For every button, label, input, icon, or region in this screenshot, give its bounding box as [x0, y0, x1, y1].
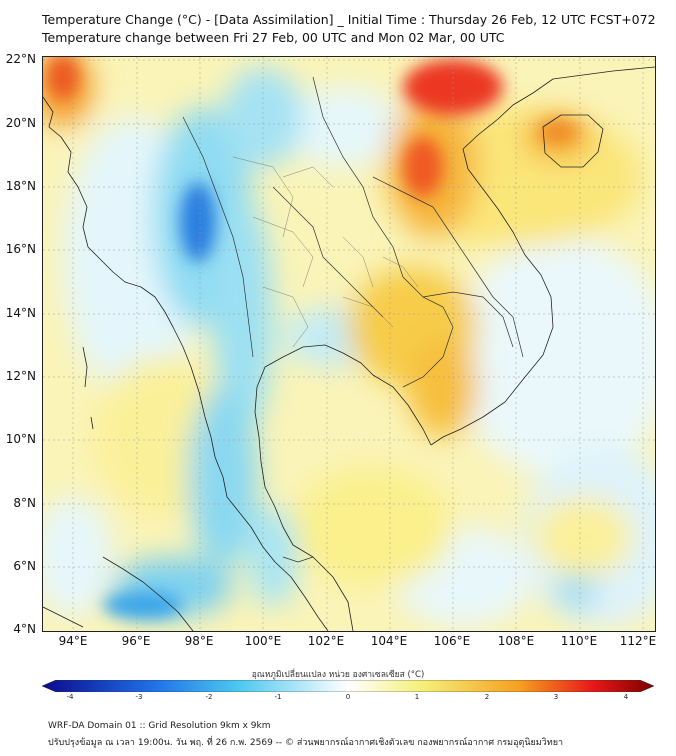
lat-label: 6°N	[13, 559, 36, 573]
graticule	[43, 57, 655, 631]
lat-label: 12°N	[5, 369, 36, 383]
colorbar-tick: -3	[135, 693, 143, 701]
lat-label: 18°N	[5, 179, 36, 193]
colorbar-tick: 1	[414, 693, 420, 701]
lat-label: 22°N	[5, 52, 36, 66]
colorbar-tick: 3	[553, 693, 559, 701]
lat-label: 4°N	[13, 622, 36, 636]
lat-label: 16°N	[5, 242, 36, 256]
colorbar-tick: 2	[484, 693, 490, 701]
chart-title: Temperature Change (°C) - [Data Assimila…	[42, 12, 656, 27]
lat-label: 10°N	[5, 432, 36, 446]
lon-label: 100°E	[244, 634, 282, 648]
footer-update-info: ปรับปรุงข้อมูล ณ เวลา 19:00น. วัน พฤ. ที…	[48, 738, 564, 748]
colorbar-title: อุณหภูมิเปลี่ยนแปลง หน่วย องศาเซลเซียส (…	[251, 670, 425, 680]
colorbar-tick: 4	[623, 693, 629, 701]
footer-model-info: WRF-DA Domain 01 :: Grid Resolution 9km …	[48, 721, 271, 731]
colorbar-tick: -1	[274, 693, 282, 701]
colorbar-tick: -4	[66, 693, 74, 701]
lon-label: 108°E	[497, 634, 535, 648]
lat-label: 8°N	[13, 496, 36, 510]
lon-label: 112°E	[619, 634, 657, 648]
colorbar	[42, 680, 654, 692]
temperature-change-map	[42, 56, 656, 632]
borders	[182, 76, 524, 563]
province-borders	[232, 156, 419, 348]
lat-label: 14°N	[5, 306, 36, 320]
chart-subtitle: Temperature change between Fri 27 Feb, 0…	[42, 30, 505, 45]
colorbar-tick: 0	[345, 693, 351, 701]
lon-label: 110°E	[560, 634, 598, 648]
coastlines	[43, 66, 655, 631]
lat-label: 20°N	[5, 116, 36, 130]
lon-label: 96°E	[121, 634, 151, 648]
colorbar-tick: -2	[205, 693, 213, 701]
lon-label: 94°E	[58, 634, 88, 648]
lon-label: 102°E	[307, 634, 345, 648]
lon-label: 106°E	[433, 634, 471, 648]
map-canvas	[43, 57, 655, 631]
lon-label: 98°E	[184, 634, 214, 648]
lon-label: 104°E	[370, 634, 408, 648]
